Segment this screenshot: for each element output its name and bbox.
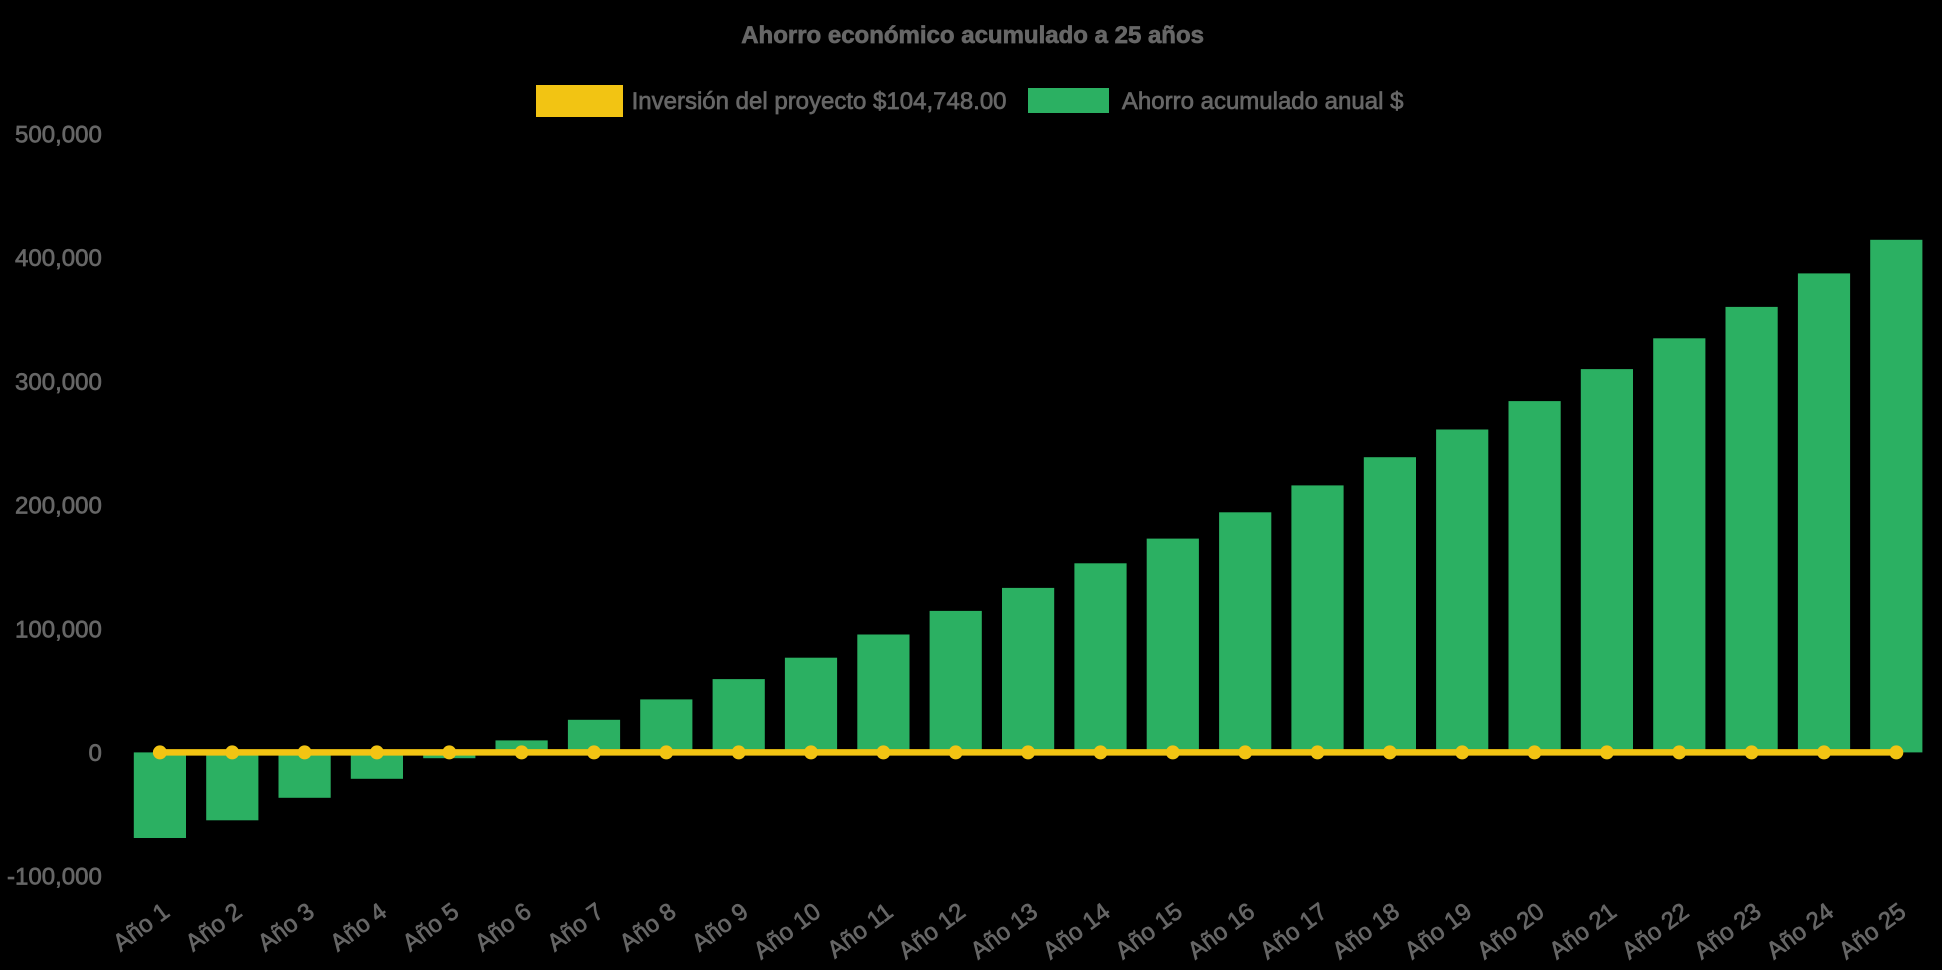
- svg-text:200,000: 200,000: [15, 493, 102, 520]
- svg-text:Inversión del proyecto $104,74: Inversión del proyecto $104,748.00: [632, 88, 1007, 115]
- svg-text:Ahorro acumulado anual $: Ahorro acumulado anual $: [1122, 88, 1404, 115]
- svg-text:-100,000: -100,000: [7, 864, 102, 891]
- svg-text:300,000: 300,000: [15, 369, 102, 396]
- svg-text:500,000: 500,000: [15, 121, 102, 148]
- svg-text:100,000: 100,000: [15, 616, 102, 643]
- svg-text:0: 0: [88, 740, 101, 767]
- svg-text:400,000: 400,000: [15, 245, 102, 272]
- svg-text:Ahorro económico acumulado a 2: Ahorro económico acumulado a 25 años: [741, 22, 1204, 49]
